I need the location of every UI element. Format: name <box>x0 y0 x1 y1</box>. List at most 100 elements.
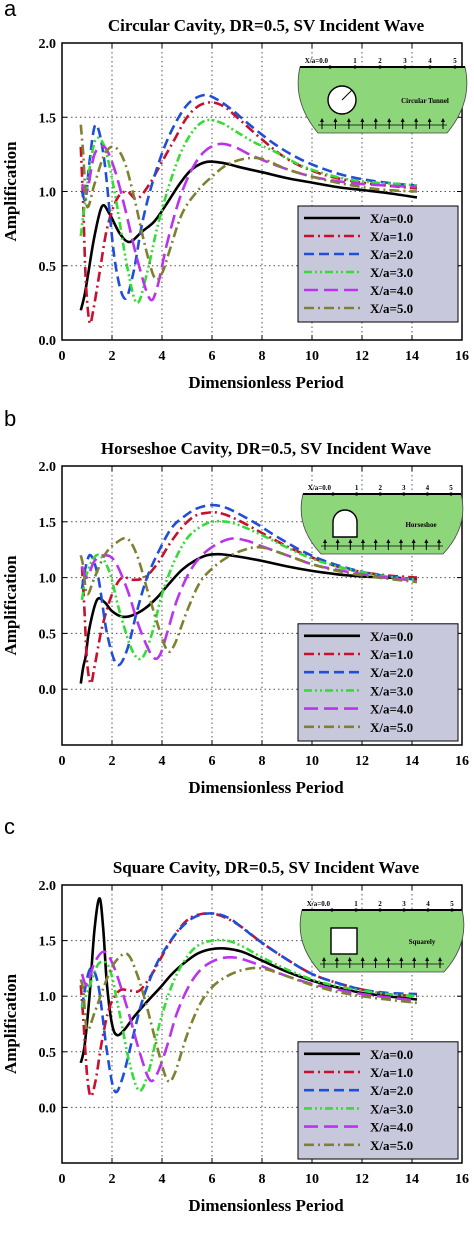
inset-wave-arrowhead <box>360 118 365 122</box>
y-tick-label: 1.0 <box>39 990 57 1005</box>
x-tick-label: 12 <box>355 349 369 364</box>
inset-station-dot <box>331 492 335 496</box>
inset-wave-arrowhead <box>333 118 338 122</box>
chart-panel-a: a Circular Cavity, DR=0.5, SV Incident Wa… <box>1 0 469 392</box>
y-axis-label: Amplification <box>1 141 20 242</box>
inset-wave-arrowhead <box>424 539 429 543</box>
inset-wave-arrowhead <box>373 539 378 543</box>
x-tick-label: 12 <box>355 754 369 769</box>
y-tick-label: 0.5 <box>39 1046 57 1061</box>
inset-wave-arrowhead <box>347 957 352 961</box>
inset-station-label: X/a=0.0 <box>307 900 331 908</box>
x-tick-label: 10 <box>305 349 319 364</box>
chart-panel-c: c Square Cavity, DR=0.5, SV Incident Wave… <box>1 814 469 1215</box>
x-tick-label: 14 <box>405 1172 419 1187</box>
inset-wave-arrowhead <box>399 539 403 543</box>
x-tick-label: 14 <box>405 754 419 769</box>
x-tick-label: 4 <box>159 349 166 364</box>
inset-station-label: 3 <box>402 900 406 908</box>
series-line-x-a-5-0 <box>79 124 418 281</box>
x-tick-label: 4 <box>159 754 166 769</box>
x-tick-label: 12 <box>355 1172 369 1187</box>
legend: X/a=0.0 X/a=1.0 X/a=2.0 X/a=3.0 X/a=4.0 X/a=5… <box>297 623 459 742</box>
inset-wave-arrowhead <box>323 539 327 543</box>
y-tick-label: 0.5 <box>39 260 57 275</box>
x-tick-label: 2 <box>109 754 116 769</box>
series-group <box>79 503 418 685</box>
legend: X/a=0.0 X/a=1.0 X/a=2.0 X/a=3.0 X/a=4.0 X/a=5… <box>297 205 459 323</box>
inset-station-dot <box>354 908 358 912</box>
legend-box <box>297 623 459 742</box>
y-tick-label: 0.0 <box>39 683 57 698</box>
inset-wave-arrowhead <box>400 118 405 122</box>
inset-station-label: 2 <box>378 900 382 908</box>
legend-label: X/a=4.0 <box>370 283 413 298</box>
series-line-x-a-5-0 <box>79 536 418 654</box>
series-line-x-a-2-0 <box>80 912 418 1094</box>
inset-wave-arrowhead <box>427 118 432 122</box>
inset-schematic: X/a=0.0 1 2 3 4 5 Squarely <box>299 900 465 973</box>
series-line-x-a-5-0 <box>79 952 418 1084</box>
inset-station-dot <box>378 65 382 69</box>
inset-wave-arrowhead <box>373 957 378 961</box>
inset-wave-arrowhead <box>320 118 324 122</box>
chart-title: Circular Cavity, DR=0.5, SV Incident Wav… <box>108 16 425 35</box>
plot-frame <box>61 42 463 341</box>
inset-wave-arrowhead <box>386 539 391 543</box>
legend-label: X/a=0.0 <box>370 629 413 644</box>
x-axis-label: Dimensionless Period <box>188 778 344 797</box>
x-tick-label: 8 <box>259 349 266 364</box>
inset-radius-arrow <box>341 89 353 101</box>
legend-label: X/a=4.0 <box>370 702 413 717</box>
legend-label: X/a=0.0 <box>370 211 413 226</box>
panel-letter: b <box>4 406 16 431</box>
x-tick-label: 2 <box>109 1172 116 1187</box>
series-group <box>79 897 418 1098</box>
legend-label: X/a=3.0 <box>370 683 413 698</box>
legend-label: X/a=2.0 <box>370 1083 413 1098</box>
inset-station-label: 1 <box>353 57 357 65</box>
inset-station-dot <box>449 492 453 496</box>
inset-station-label: 3 <box>402 484 406 492</box>
y-tick-label: 0.0 <box>39 334 57 349</box>
inset-station-label: 1 <box>355 484 359 492</box>
inset-wave-arrowhead <box>412 957 417 961</box>
y-tick-label: 0.5 <box>39 627 57 642</box>
legend: X/a=0.0 X/a=1.0 X/a=2.0 X/a=3.0 X/a=4.0 X/a=5… <box>297 1041 459 1160</box>
legend-label: X/a=5.0 <box>370 301 413 316</box>
inset-station-dot <box>403 65 407 69</box>
x-tick-label: 6 <box>209 349 216 364</box>
inset-wave-arrowhead <box>411 539 416 543</box>
inset-station-label: 4 <box>428 57 432 65</box>
legend-label: X/a=4.0 <box>370 1120 413 1135</box>
legend-label: X/a=2.0 <box>370 247 413 262</box>
inset-wave-arrowhead <box>361 539 365 543</box>
inset-cavity-label: Circular Tunnel <box>401 97 449 105</box>
inset-station-label: 5 <box>450 900 454 908</box>
x-tick-label: 2 <box>109 349 116 364</box>
legend-label: X/a=5.0 <box>370 1138 413 1153</box>
inset-station-dot <box>353 65 357 69</box>
inset-wave-arrowhead <box>386 957 391 961</box>
inset-station-dot <box>453 65 457 69</box>
plot-frame <box>61 884 463 1164</box>
y-axis-label: Amplification <box>1 973 20 1074</box>
inset-station-dot <box>328 65 332 69</box>
inset-station-label: X/a=0.0 <box>305 57 329 65</box>
inset-station-dot <box>428 65 432 69</box>
inset-cavity <box>332 509 358 538</box>
chart-title: Square Cavity, DR=0.5, SV Incident Wave <box>113 858 420 877</box>
inset-station-label: 2 <box>378 484 382 492</box>
inset-wave-arrowhead <box>334 957 339 961</box>
legend-label: X/a=3.0 <box>370 1101 413 1116</box>
legend-label: X/a=5.0 <box>370 720 413 735</box>
y-tick-label: 1.0 <box>39 186 57 201</box>
inset-cavity-label: Horseshoe <box>405 521 436 529</box>
x-tick-label: 0 <box>59 754 66 769</box>
x-tick-label: 6 <box>209 754 216 769</box>
series-line-x-a-1-0 <box>79 912 418 1098</box>
inset-station-dot <box>402 908 406 912</box>
x-tick-label: 0 <box>59 349 66 364</box>
y-tick-label: 2.0 <box>39 37 57 52</box>
